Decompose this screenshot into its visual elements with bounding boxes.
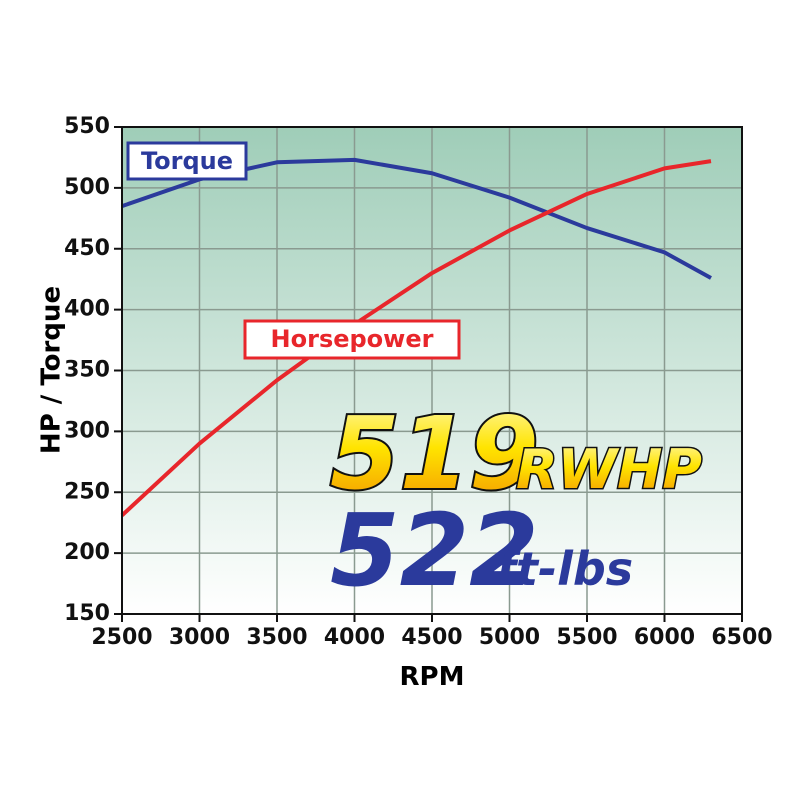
y-tick-label: 450 [64, 236, 110, 261]
legend-box [126, 141, 248, 181]
legend: Torque Horsepower [126, 141, 461, 360]
x-tick-label: 4500 [401, 625, 462, 650]
y-tick-label: 500 [64, 175, 110, 200]
y-tick-label: 150 [64, 601, 110, 626]
callout: 519 RWHP 522 ft-lbs [328, 393, 703, 609]
x-tick-label: 3500 [246, 625, 307, 650]
callout-torque-unit: ft-lbs [496, 542, 633, 596]
x-axis-title: RPM [400, 662, 465, 692]
x-tick-label: 4000 [324, 625, 385, 650]
legend-label: Torque [141, 147, 233, 175]
callout-torque: 522 [330, 492, 539, 609]
x-tick-label: 6500 [711, 625, 772, 650]
callout-hp-unit: RWHP [516, 438, 702, 501]
x-tick-label: 5000 [479, 625, 540, 650]
legend-label: Horsepower [271, 325, 434, 353]
y-tick-label: 200 [64, 540, 110, 565]
x-tick-label: 5500 [556, 625, 617, 650]
x-tick-label: 2500 [91, 625, 152, 650]
y-axis-title: HP / Torque [37, 286, 67, 454]
y-tick-label: 350 [64, 358, 110, 383]
callout-hp: 519 [330, 395, 539, 512]
legend-box [243, 319, 461, 360]
x-tick-label: 6000 [634, 625, 695, 650]
y-tick-label: 250 [64, 479, 110, 504]
y-tick-label: 550 [64, 114, 110, 139]
series-line [120, 159, 712, 517]
y-tick-label: 300 [64, 418, 110, 443]
x-tick-label: 3000 [169, 625, 230, 650]
y-tick-label: 400 [64, 297, 110, 322]
